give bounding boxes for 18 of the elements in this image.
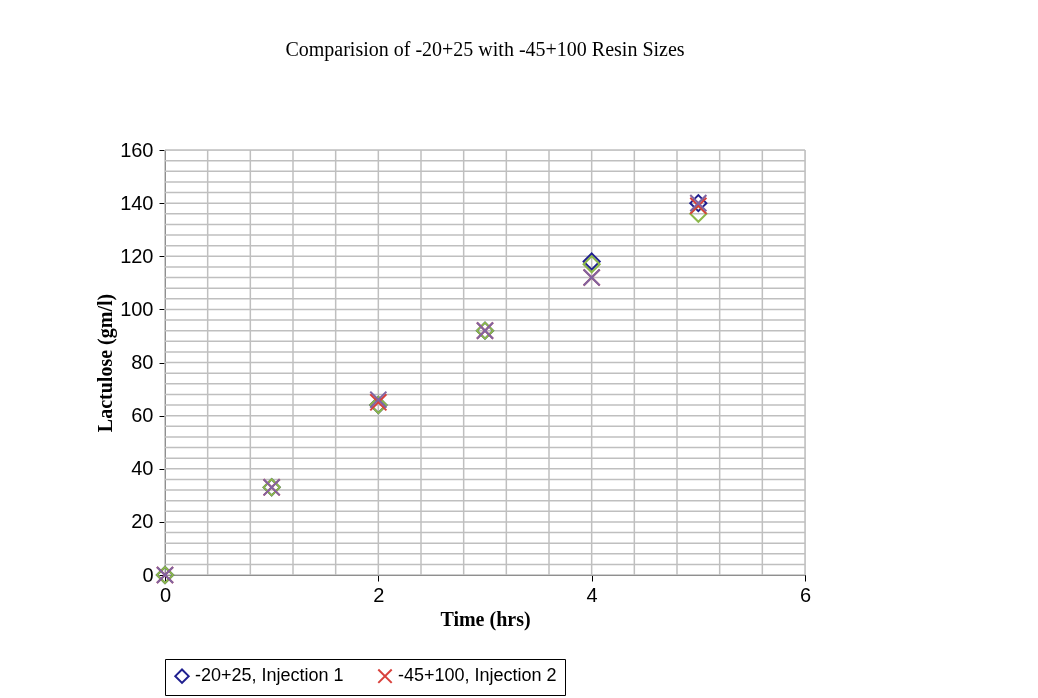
y-tick-label: 0 (142, 563, 154, 586)
x-tick-label: 4 (586, 583, 598, 606)
y-tick-label: 100 (120, 297, 154, 320)
y-axis-title: Lactulose (gm/l) (94, 293, 118, 433)
legend-label: -20+25, Injection 1 (195, 665, 344, 686)
y-tick-label: 40 (131, 457, 154, 480)
legend-label: -45+100, Injection 2 (398, 665, 557, 686)
y-tick-label: 60 (131, 404, 154, 427)
x-tick-label: 0 (159, 583, 172, 606)
y-tick-label: 80 (131, 351, 154, 373)
y-tick-label: 160 (120, 138, 154, 161)
x-tick-label: 6 (799, 583, 812, 606)
y-tick-label: 20 (131, 510, 154, 533)
y-tick-label: 140 (120, 191, 154, 214)
x-axis-title: Time (hrs) (440, 607, 531, 631)
chart-title: Comparision of -20+25 with -45+100 Resin Sizes (285, 38, 685, 61)
x-tick-label: 2 (373, 583, 385, 606)
y-tick-label: 120 (120, 244, 154, 267)
